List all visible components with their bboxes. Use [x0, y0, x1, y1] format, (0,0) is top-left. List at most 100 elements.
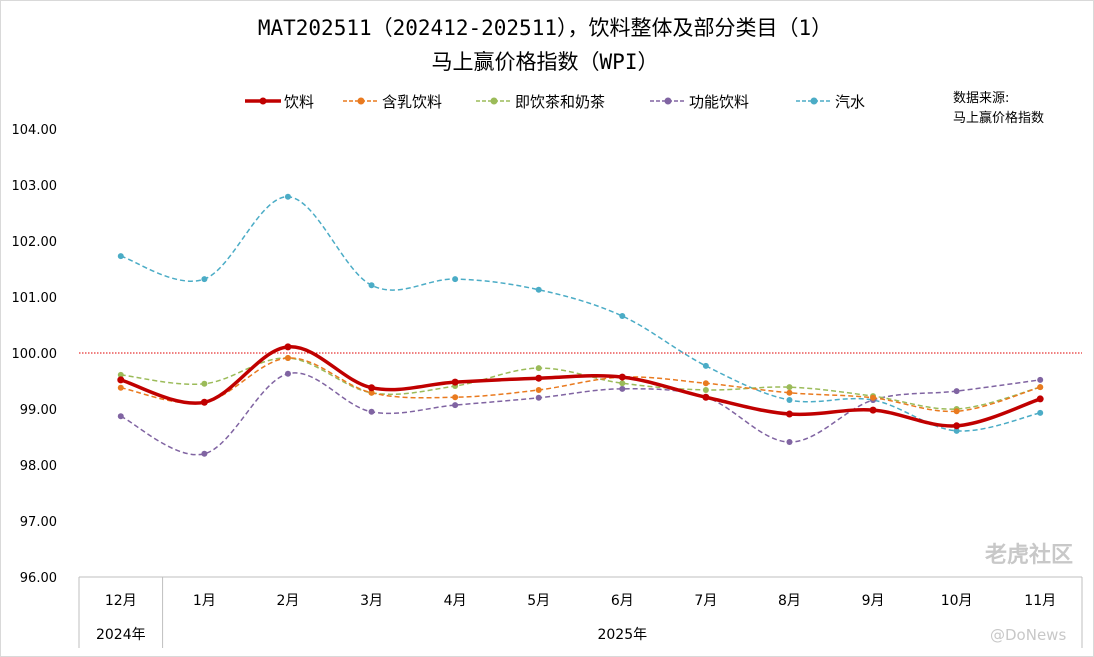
- data-point: [451, 378, 459, 386]
- data-point: [786, 384, 793, 391]
- data-point: [200, 398, 208, 406]
- x-tick-label: 9月: [862, 593, 885, 609]
- y-tick-label: 96.00: [20, 571, 57, 586]
- legend-label: 功能饮料: [689, 93, 749, 111]
- x-tick-label: 1月: [193, 593, 216, 609]
- x-tick-label: 5月: [527, 593, 550, 609]
- data-point: [1036, 395, 1044, 403]
- data-point: [201, 276, 208, 283]
- data-point: [117, 253, 124, 260]
- data-point: [284, 370, 291, 377]
- legend-marker: [490, 97, 498, 105]
- watermark-handle: @DoNews: [990, 626, 1066, 644]
- x-tick-label: 7月: [694, 593, 717, 609]
- x-tick-label: 12月: [105, 593, 137, 609]
- data-point: [619, 313, 626, 320]
- data-point: [953, 422, 961, 430]
- data-point: [284, 193, 291, 200]
- series-3: [117, 370, 1044, 457]
- data-point: [535, 286, 542, 293]
- legend-label: 汽水: [835, 93, 865, 111]
- x-tick-label: 2月: [276, 593, 299, 609]
- data-point: [284, 343, 292, 351]
- y-tick-label: 100.00: [12, 347, 58, 362]
- chart-subtitle: 马上赢价格指数（WPI）: [432, 50, 659, 74]
- y-tick-label: 102.00: [12, 235, 58, 250]
- data-point: [535, 365, 542, 372]
- legend-item-1: 含乳饮料: [343, 93, 442, 111]
- data-point: [702, 380, 709, 387]
- y-tick-label: 97.00: [20, 515, 57, 530]
- data-point: [619, 380, 626, 387]
- data-point: [201, 380, 208, 387]
- data-point: [870, 394, 877, 401]
- data-point: [869, 406, 877, 414]
- x-tick-label: 8月: [778, 593, 801, 609]
- data-point: [786, 389, 793, 396]
- data-point: [953, 427, 960, 434]
- legend-item-4: 汽水: [796, 93, 865, 111]
- legend-marker: [810, 97, 818, 105]
- data-point: [785, 410, 793, 418]
- legend-item-3: 功能饮料: [650, 93, 749, 111]
- data-point: [702, 393, 710, 401]
- data-point: [1037, 384, 1044, 391]
- y-tick-label: 98.00: [20, 459, 57, 474]
- data-point: [1037, 376, 1044, 383]
- data-point: [368, 384, 376, 392]
- legend-label: 饮料: [284, 93, 314, 111]
- data-point: [618, 373, 626, 381]
- data-point: [368, 389, 375, 396]
- series-line: [120, 357, 1041, 413]
- data-point: [117, 384, 124, 391]
- y-tick-label: 104.00: [12, 123, 58, 138]
- data-point: [452, 276, 459, 283]
- data-point: [535, 394, 542, 401]
- legend-label: 含乳饮料: [382, 93, 442, 111]
- legend-item-2: 即饮茶和奶茶: [476, 93, 605, 111]
- source-label: 数据来源:: [953, 91, 1009, 106]
- data-point: [452, 394, 459, 401]
- y-tick-label: 103.00: [12, 179, 58, 194]
- chart-title: MAT202511（202412-202511），饮料整体及部分类目（1）: [258, 16, 832, 40]
- data-point: [117, 371, 124, 378]
- x-tick-label: 10月: [941, 593, 973, 609]
- data-point: [284, 355, 291, 362]
- year-group-label: 2024年: [96, 627, 146, 643]
- data-point: [619, 385, 626, 392]
- legend-marker: [259, 97, 267, 105]
- data-point: [452, 402, 459, 409]
- y-tick-label: 99.00: [20, 403, 57, 418]
- x-tick-label: 4月: [444, 593, 467, 609]
- legend-label: 即饮茶和奶茶: [515, 93, 605, 111]
- data-point: [953, 408, 960, 415]
- series-4: [117, 193, 1044, 434]
- watermark-brand: 老虎社区: [984, 542, 1073, 568]
- x-tick-label: 11月: [1024, 593, 1056, 609]
- series-line: [120, 345, 1041, 428]
- data-point: [535, 386, 542, 393]
- series-0: [117, 343, 1044, 430]
- legend-marker: [664, 97, 672, 105]
- data-point: [368, 282, 375, 289]
- source-value: 马上赢价格指数: [953, 110, 1044, 126]
- data-point: [953, 388, 960, 395]
- data-point: [535, 374, 543, 382]
- data-point: [117, 376, 125, 384]
- data-point: [702, 386, 709, 393]
- data-point: [201, 450, 208, 457]
- data-point: [786, 439, 793, 446]
- data-point: [1037, 409, 1044, 416]
- y-tick-label: 101.00: [12, 291, 58, 306]
- legend-item-0: 饮料: [245, 93, 314, 111]
- series-line: [120, 196, 1041, 432]
- x-tick-label: 3月: [360, 593, 383, 609]
- series-line: [120, 357, 1041, 410]
- data-point: [702, 362, 709, 369]
- data-point: [368, 408, 375, 415]
- x-tick-label: 6月: [611, 593, 634, 609]
- legend-marker: [357, 97, 365, 105]
- data-point: [117, 413, 124, 420]
- year-group-label: 2025年: [597, 627, 647, 643]
